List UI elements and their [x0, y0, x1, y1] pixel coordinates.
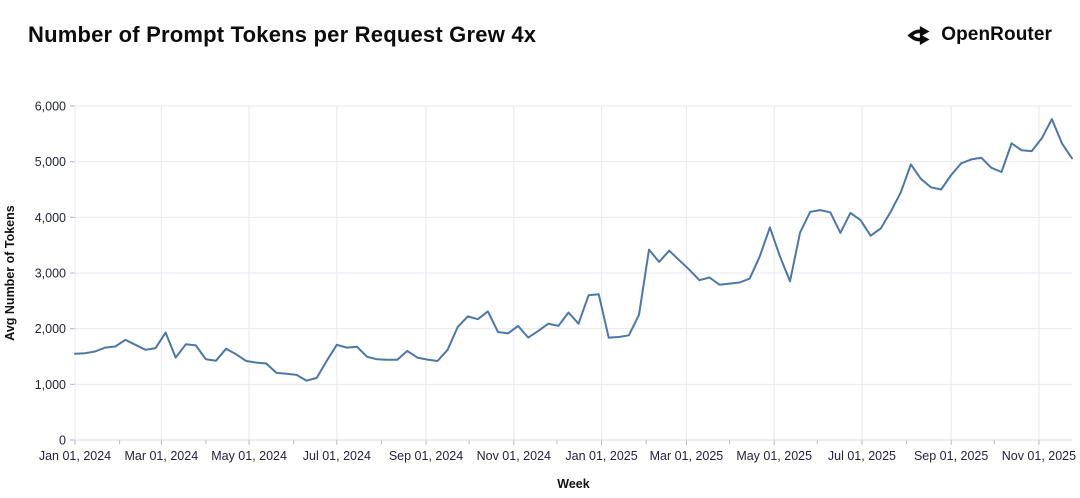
y-tick-label: 2,000: [35, 322, 66, 336]
x-tick-label: Jul 01, 2025: [828, 449, 896, 463]
brand-lockup: OpenRouter: [905, 22, 1052, 49]
x-tick-label: Jan 01, 2024: [39, 449, 111, 463]
x-tick-label: Sep 01, 2025: [914, 449, 988, 463]
y-tick-label: 4,000: [35, 211, 66, 225]
openrouter-logo-icon: [907, 25, 930, 45]
brand-name: OpenRouter: [941, 24, 1052, 45]
page-header: Number of Prompt Tokens per Request Grew…: [0, 0, 1080, 70]
chart-svg: 0 1,000 2,000 3,000 4,000 5,000 6,000 Jan 01, 2…: [3, 100, 1076, 492]
x-tick-label: Jul 01, 2024: [303, 449, 371, 463]
y-axis-title: Avg Number of Tokens: [3, 205, 17, 340]
x-tick-label: Nov 01, 2025: [1002, 449, 1076, 463]
line-chart: 0 1,000 2,000 3,000 4,000 5,000 6,000 Jan 01, 2…: [0, 90, 1080, 493]
page-title: Number of Prompt Tokens per Request Grew…: [28, 22, 537, 47]
y-tick-label: 5,000: [35, 155, 66, 169]
y-tick-label: 3,000: [35, 267, 66, 281]
x-tick-label: Nov 01, 2024: [477, 449, 551, 463]
x-axis-title: Week: [557, 477, 589, 491]
series-line: [74, 118, 1073, 382]
x-tick-label: Mar 01, 2024: [124, 449, 198, 463]
x-tick-label: May 01, 2024: [211, 449, 287, 463]
x-tick-label: May 01, 2025: [736, 449, 812, 463]
y-tick-label: 6,000: [35, 100, 66, 114]
x-tick-label: Mar 01, 2025: [650, 449, 724, 463]
x-tick-label: Sep 01, 2024: [389, 449, 463, 463]
y-tick-label: 0: [59, 434, 66, 448]
x-tick-label: Jan 01, 2025: [565, 449, 637, 463]
y-tick-label: 1,000: [35, 378, 66, 392]
